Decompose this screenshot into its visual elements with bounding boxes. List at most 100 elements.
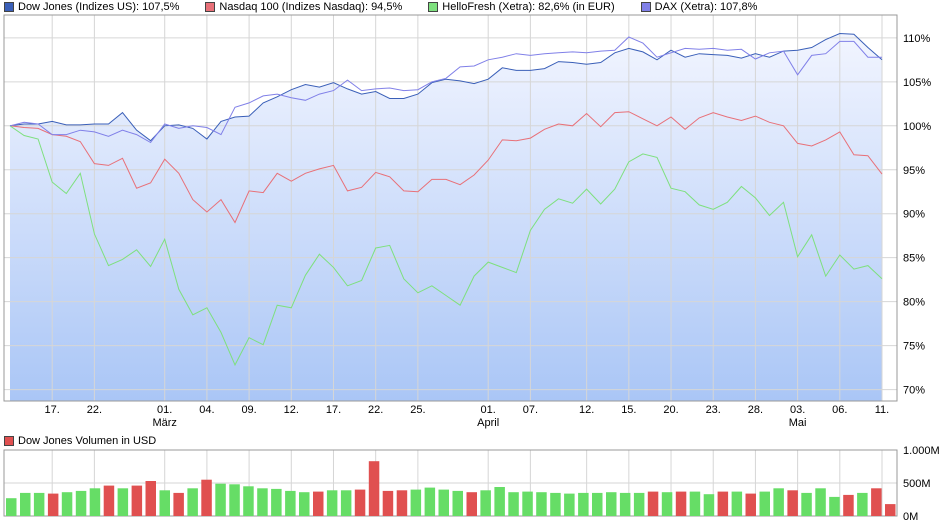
volume-bar bbox=[257, 488, 268, 516]
volume-bar bbox=[424, 487, 436, 516]
volume-bar bbox=[494, 487, 505, 516]
volume-bar bbox=[857, 492, 868, 516]
volume-bar bbox=[382, 490, 394, 516]
volume-bar bbox=[396, 490, 408, 516]
volume-bar bbox=[801, 492, 812, 516]
volume-bar bbox=[229, 484, 240, 516]
x-tick-label: 01. bbox=[481, 404, 496, 416]
volume-bar bbox=[173, 492, 184, 516]
volume-bar-chart: 1.000M 500M 0M bbox=[3, 445, 940, 523]
volume-bar bbox=[145, 481, 156, 516]
volume-bar bbox=[89, 488, 101, 516]
legend-swatch bbox=[205, 2, 216, 12]
series-line bbox=[9, 36, 882, 144]
volume-bar bbox=[368, 461, 380, 516]
x-tick-label: 20. bbox=[663, 404, 678, 416]
legend-label: Nasdaq 100 (Indizes Nasdaq): 94,5% bbox=[219, 1, 403, 13]
legend-label: DAX (Xetra): 107,8% bbox=[654, 1, 758, 13]
x-tick-label: 22. bbox=[368, 404, 383, 416]
volume-bar bbox=[20, 492, 31, 516]
y-tick-label: 80% bbox=[903, 297, 925, 309]
volume-legend-swatch bbox=[4, 436, 14, 446]
month-label: März bbox=[152, 417, 176, 429]
x-tick-label: 12. bbox=[579, 404, 594, 416]
legend-label: Dow Jones (Indizes US): 107,5% bbox=[18, 1, 180, 13]
price-line-chart: 110% 105% 100% 95% 90% 85% 80% 75% 70% 17. 22. 01. 0… bbox=[3, 14, 931, 429]
y-tick-label: 85% bbox=[903, 253, 925, 265]
y-tick-label: 110% bbox=[903, 33, 931, 45]
volume-bar bbox=[243, 486, 254, 516]
volume-bar bbox=[438, 489, 449, 516]
legend-swatch bbox=[4, 2, 14, 12]
volume-bar bbox=[201, 479, 212, 516]
legend-swatch bbox=[428, 2, 439, 12]
volume-bar bbox=[131, 485, 143, 516]
volume-bar bbox=[410, 489, 422, 516]
volume-bar bbox=[871, 488, 882, 516]
volume-bar bbox=[536, 492, 547, 516]
volume-bar bbox=[829, 496, 840, 516]
volume-bar bbox=[843, 494, 854, 516]
volume-bar bbox=[452, 490, 463, 516]
volume-bar bbox=[6, 498, 17, 516]
volume-bar bbox=[745, 493, 756, 516]
x-tick-label: 11. bbox=[875, 404, 889, 416]
y-tick-label: 100% bbox=[903, 121, 931, 133]
volume-bar bbox=[773, 488, 784, 516]
volume-bar bbox=[480, 490, 491, 516]
volume-bar bbox=[675, 491, 687, 516]
y-tick-label: 90% bbox=[903, 209, 925, 221]
x-tick-label: 25. bbox=[410, 404, 425, 416]
x-tick-label: 04. bbox=[199, 404, 214, 416]
volume-bar bbox=[75, 490, 87, 516]
volume-bar bbox=[619, 492, 631, 516]
volume-bar bbox=[33, 492, 45, 516]
legend-item: DAX (Xetra): 107,8% bbox=[637, 0, 758, 14]
legend-swatch bbox=[640, 2, 651, 12]
volume-bar bbox=[313, 491, 324, 516]
volume-bar bbox=[466, 492, 477, 516]
volume-bar bbox=[61, 492, 73, 516]
legend-item: Dow Jones (Indizes US): 107,5% bbox=[0, 0, 179, 14]
plot-frame bbox=[3, 14, 898, 402]
month-label: April bbox=[477, 417, 499, 429]
y-tick-label: 70% bbox=[903, 385, 925, 397]
volume-y-tick-label: 500M bbox=[903, 478, 931, 490]
volume-bar bbox=[340, 490, 352, 516]
volume-bar bbox=[787, 490, 798, 516]
series-line bbox=[9, 111, 883, 224]
y-tick-label: 75% bbox=[903, 341, 925, 353]
volume-y-tick-label: 1.000M bbox=[903, 445, 940, 457]
y-tick-label: 105% bbox=[903, 77, 931, 89]
x-tick-label: 15. bbox=[621, 404, 636, 416]
x-tick-label: 28. bbox=[748, 404, 763, 416]
volume-bar bbox=[299, 492, 310, 516]
volume-bar bbox=[271, 488, 282, 516]
volume-bar bbox=[508, 492, 519, 516]
volume-bar bbox=[647, 491, 659, 516]
x-tick-label: 17. bbox=[326, 404, 341, 416]
legend-label: HelloFresh (Xetra): 82,6% (in EUR) bbox=[442, 1, 615, 13]
x-tick-label: 01. bbox=[157, 404, 172, 416]
volume-bar bbox=[103, 485, 115, 516]
x-tick-label: 12. bbox=[284, 404, 299, 416]
volume-bar bbox=[117, 488, 129, 516]
volume-legend-label: Dow Jones Volumen in USD bbox=[18, 435, 157, 447]
x-tick-label: 03. bbox=[790, 404, 805, 416]
legend-item: HelloFresh (Xetra): 82,6% (in EUR) bbox=[424, 0, 615, 14]
series-line bbox=[9, 125, 883, 367]
volume-bar bbox=[759, 491, 770, 516]
x-tick-label: 23. bbox=[706, 404, 721, 416]
volume-y-tick-label: 0M bbox=[903, 511, 918, 523]
x-tick-label: 09. bbox=[241, 404, 256, 416]
volume-bar bbox=[522, 491, 533, 516]
volume-bar bbox=[731, 491, 743, 516]
volume-bar bbox=[187, 488, 198, 516]
volume-bar bbox=[606, 492, 617, 516]
volume-frame bbox=[3, 449, 898, 517]
volume-bar bbox=[661, 492, 673, 516]
volume-bar bbox=[159, 490, 170, 516]
volume-bar bbox=[578, 492, 589, 516]
legend-item: Nasdaq 100 (Indizes Nasdaq): 94,5% bbox=[201, 0, 402, 14]
volume-bar bbox=[815, 488, 826, 516]
